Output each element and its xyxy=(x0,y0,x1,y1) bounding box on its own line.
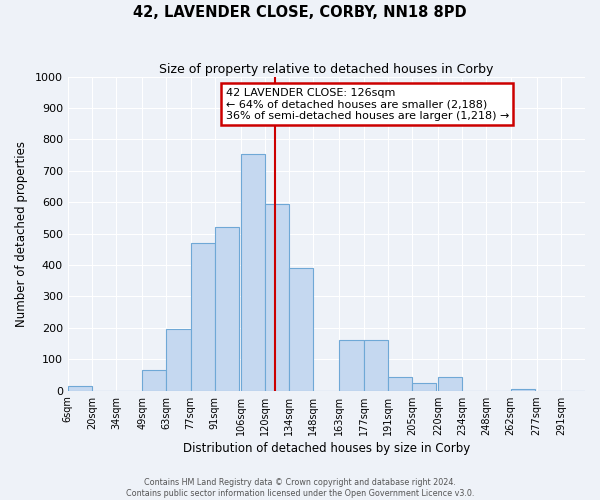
Bar xyxy=(142,370,166,390)
Text: 42, LAVENDER CLOSE, CORBY, NN18 8PD: 42, LAVENDER CLOSE, CORBY, NN18 8PD xyxy=(133,5,467,20)
Bar xyxy=(511,389,535,390)
Bar xyxy=(68,386,92,390)
Bar xyxy=(412,383,436,390)
Bar xyxy=(265,204,289,390)
Bar xyxy=(241,154,265,390)
Bar xyxy=(340,340,364,390)
Y-axis label: Number of detached properties: Number of detached properties xyxy=(15,140,28,326)
X-axis label: Distribution of detached houses by size in Corby: Distribution of detached houses by size … xyxy=(183,442,470,455)
Bar xyxy=(191,243,215,390)
Title: Size of property relative to detached houses in Corby: Size of property relative to detached ho… xyxy=(159,62,494,76)
Bar xyxy=(388,376,412,390)
Text: Contains HM Land Registry data © Crown copyright and database right 2024.
Contai: Contains HM Land Registry data © Crown c… xyxy=(126,478,474,498)
Bar xyxy=(215,228,239,390)
Text: 42 LAVENDER CLOSE: 126sqm
← 64% of detached houses are smaller (2,188)
36% of se: 42 LAVENDER CLOSE: 126sqm ← 64% of detac… xyxy=(226,88,509,121)
Bar xyxy=(289,268,313,390)
Bar xyxy=(364,340,388,390)
Bar xyxy=(166,330,191,390)
Bar xyxy=(438,376,462,390)
